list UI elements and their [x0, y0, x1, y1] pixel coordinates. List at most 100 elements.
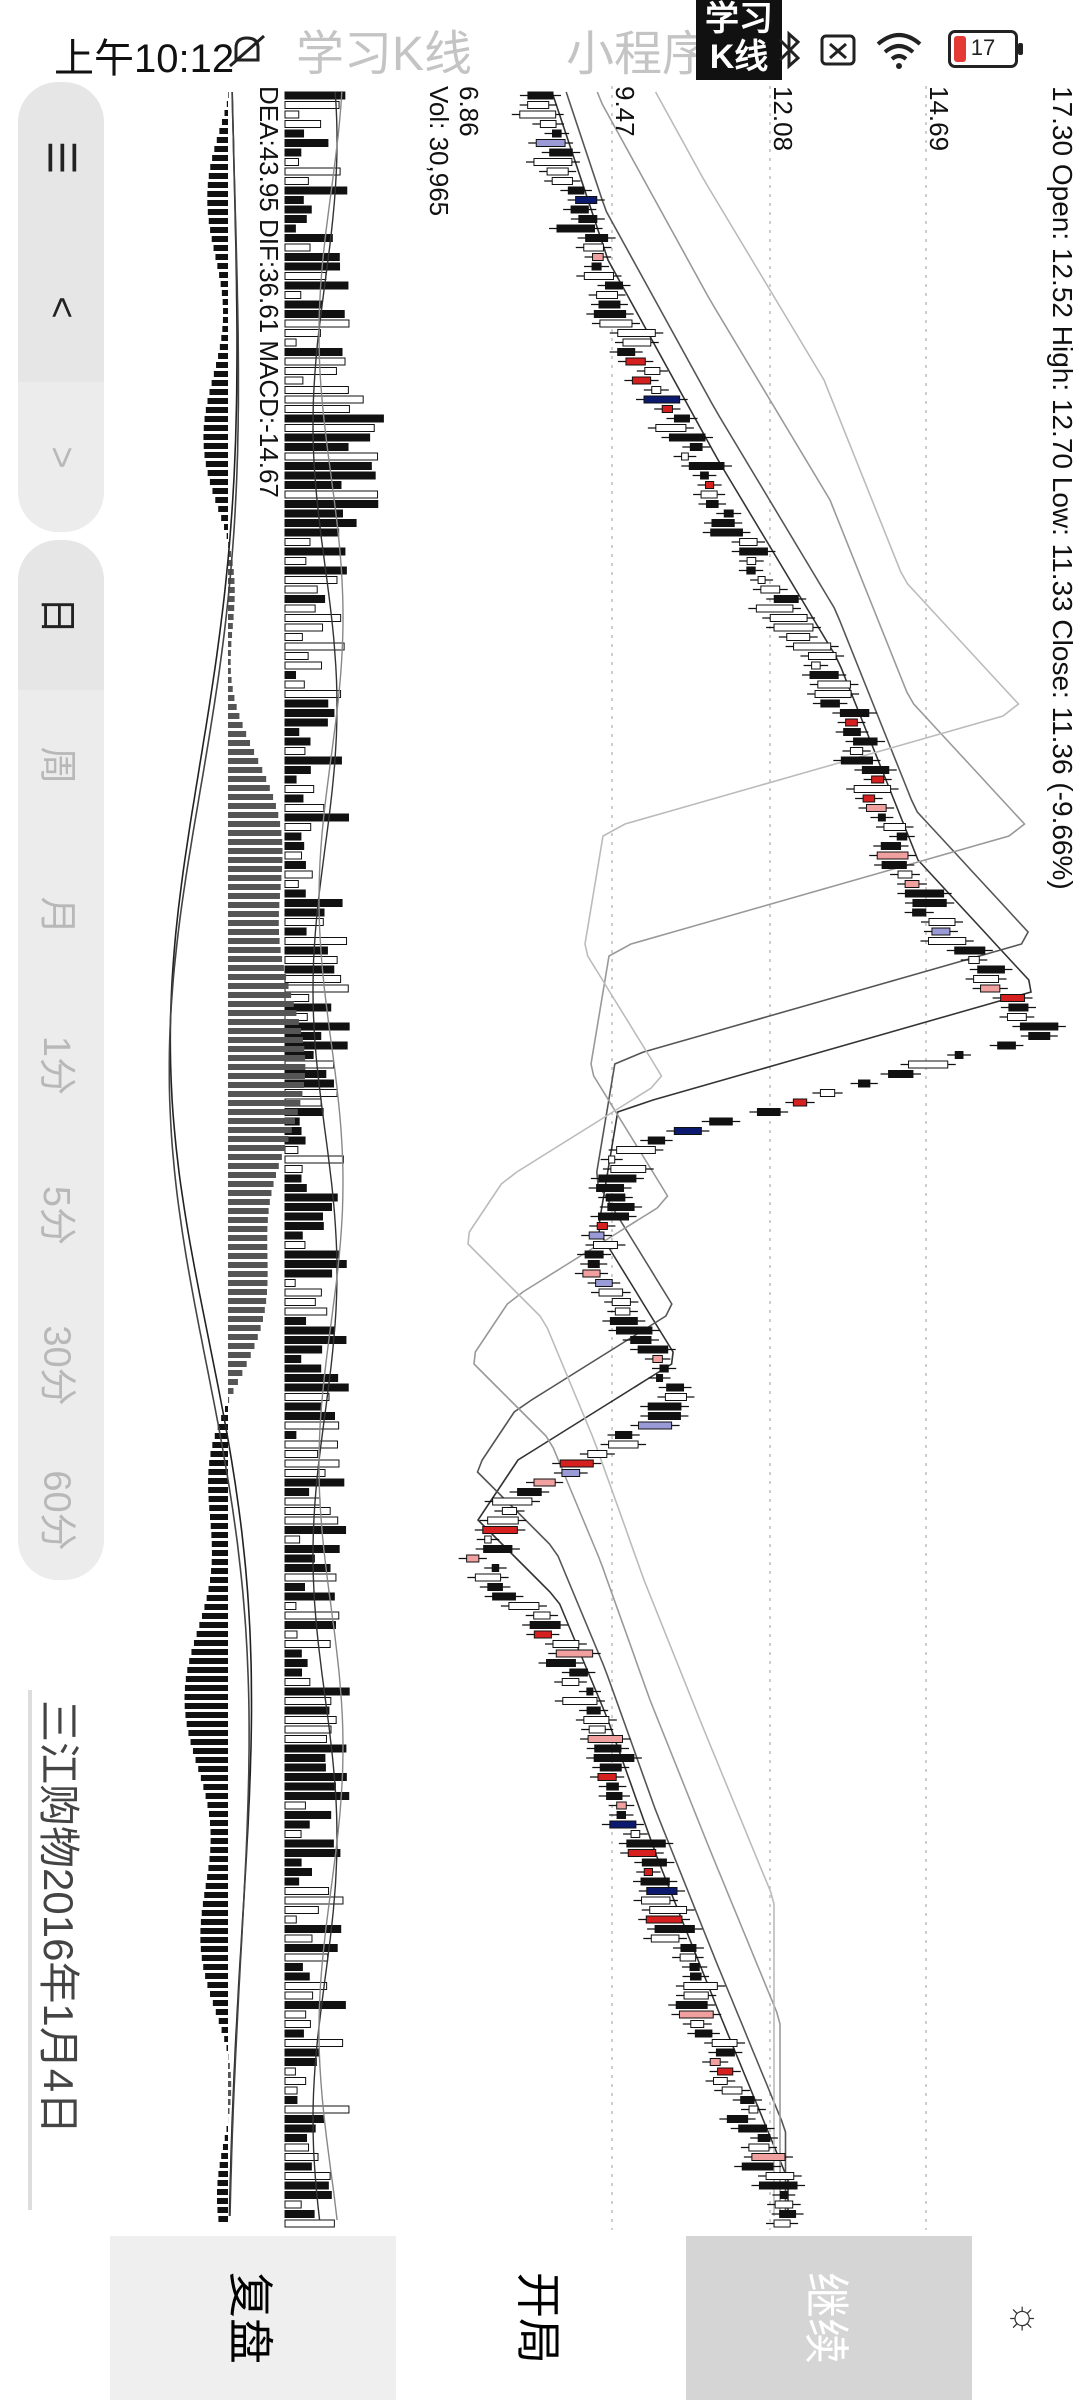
tab-1min[interactable]: 1分 — [18, 990, 104, 1140]
candle-body — [616, 1811, 626, 1819]
macd-bar — [184, 1703, 228, 1709]
continue-button[interactable]: 继续 — [686, 2236, 972, 2400]
candle-body — [533, 1611, 551, 1620]
tab-label: 日 — [35, 595, 78, 635]
candle-body — [880, 842, 902, 850]
volume-bar — [284, 281, 349, 290]
tab-label: 5分 — [35, 1185, 78, 1245]
macd-bar — [228, 1370, 243, 1376]
tab-30min[interactable]: 30分 — [18, 1290, 104, 1440]
candle-body — [741, 2162, 774, 2171]
volume-bar — [284, 2210, 315, 2218]
tab-day[interactable]: 日 — [18, 540, 104, 690]
volume-bar — [284, 2105, 350, 2114]
macd-bar — [212, 2000, 228, 2006]
menu-icon: ☰ — [39, 139, 82, 175]
candle-body — [710, 528, 743, 537]
macd-bar — [211, 380, 228, 386]
macd-bar — [228, 758, 259, 764]
macd-bar — [228, 1271, 268, 1277]
macd-bar — [216, 362, 228, 368]
volume-bar — [284, 1241, 306, 1249]
candle-body — [637, 1421, 673, 1430]
macd-bar — [212, 1442, 228, 1448]
review-label: 复盘 — [224, 2272, 276, 2364]
macd-bar — [228, 911, 279, 917]
macd-bar — [228, 1388, 234, 1394]
candle-body — [673, 1127, 702, 1135]
candle-body — [853, 785, 892, 793]
macd-bar — [202, 1901, 228, 1907]
volume-bar — [284, 1640, 331, 1648]
volume-bar — [284, 2162, 312, 2171]
volume-bar — [284, 1830, 302, 1838]
volume-bar — [284, 1488, 310, 1496]
sim-off-icon — [820, 34, 856, 66]
candle-body — [683, 1991, 709, 2000]
macd-bar — [191, 1649, 228, 1655]
moving-average-line — [476, 91, 1032, 2216]
macd-bar — [210, 227, 228, 233]
volume-bar — [284, 1583, 305, 1591]
candle-body — [584, 1250, 604, 1259]
volume-bar — [284, 424, 375, 432]
volume-bar — [284, 1383, 349, 1392]
candle-body — [689, 1963, 700, 1971]
macd-bar — [228, 1289, 268, 1295]
volume-bar — [284, 2086, 298, 2095]
volume-bar — [284, 1915, 297, 1924]
macd-bar — [216, 137, 228, 143]
candle-body — [586, 1706, 601, 1715]
macd-bar — [207, 182, 228, 188]
volume-bar — [284, 623, 324, 632]
macd-bar — [228, 866, 283, 872]
volume-bar — [284, 243, 311, 252]
macd-bar — [195, 1757, 228, 1763]
tab-week[interactable]: 周 — [18, 690, 104, 840]
macd-bar — [210, 1523, 228, 1529]
macd-bar — [228, 1262, 268, 1268]
candle-body — [578, 215, 598, 223]
candle-body — [605, 1193, 626, 1202]
macd-bar — [184, 1685, 228, 1691]
macd-bar — [228, 830, 282, 836]
volume-bar — [284, 2039, 344, 2047]
candle-body — [610, 1165, 647, 1173]
volume-bar — [284, 1155, 344, 1164]
candle-body — [546, 1659, 576, 1667]
moving-average-line — [476, 91, 1030, 2216]
menu-button[interactable]: ☰ — [18, 82, 104, 232]
candle-body — [539, 120, 557, 128]
review-button[interactable]: 复盘 — [110, 2236, 396, 2400]
macd-bar — [228, 92, 229, 98]
candle-body — [840, 756, 874, 765]
macd-bar — [209, 1820, 228, 1826]
macd-bar — [228, 731, 247, 737]
volume-bar — [284, 1355, 302, 1363]
wifi-icon — [876, 33, 922, 69]
tab-5min[interactable]: 5分 — [18, 1140, 104, 1290]
price-tick-label: 14.69 — [924, 86, 954, 152]
kline-chart[interactable] — [0, 0, 1080, 2236]
tab-month[interactable]: 月 — [18, 840, 104, 990]
macd-label: DEA:43.95 DIF:36.61 MACD:-14.67 — [254, 86, 696, 498]
macd-bar — [208, 1487, 228, 1493]
prev-button[interactable]: < — [18, 232, 104, 382]
macd-bar — [228, 2081, 232, 2087]
volume-bar — [284, 861, 306, 869]
macd-bar — [210, 1451, 228, 1457]
candle-body — [954, 946, 986, 955]
settings-button[interactable]: ☼ — [990, 2236, 1060, 2400]
volume-bar — [284, 224, 296, 233]
macd-bar — [228, 632, 233, 638]
candle-body — [977, 965, 1005, 974]
volume-bar — [284, 557, 307, 565]
open-button[interactable]: 开局 — [396, 2236, 686, 2400]
chevron-up-icon: < — [40, 295, 83, 319]
candle-body — [606, 1792, 623, 1800]
volume-bar — [284, 433, 371, 442]
next-button[interactable]: > — [18, 382, 104, 532]
macd-bar — [228, 2072, 231, 2078]
volume-bar — [284, 965, 335, 974]
tab-60min[interactable]: 60分 — [18, 1440, 104, 1580]
